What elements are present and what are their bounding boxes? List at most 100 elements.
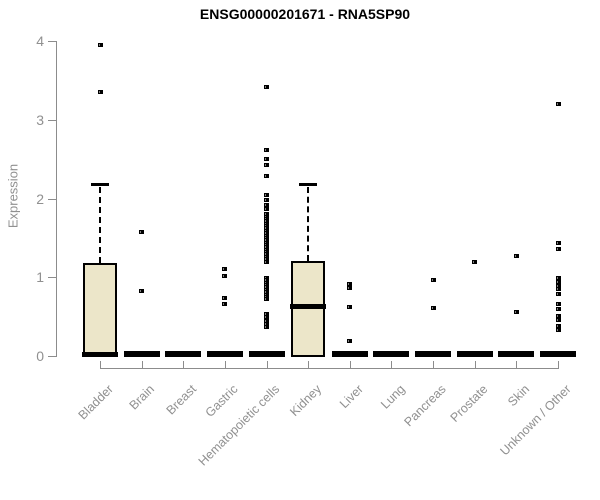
outlier-point [347, 305, 353, 310]
outlier-point [555, 276, 561, 281]
whisker-line [307, 187, 310, 261]
x-axis-tick [141, 361, 143, 369]
outlier-point [264, 174, 270, 179]
outlier-point [555, 324, 561, 329]
x-axis-category-label: Pancreas [401, 382, 449, 430]
zero-value-bar [331, 351, 368, 357]
outlier-point [264, 294, 270, 299]
zero-value-bar [540, 351, 576, 357]
zero-value-bar [373, 351, 410, 357]
outlier-point [222, 267, 228, 272]
whisker-line [99, 187, 101, 264]
outlier-point [264, 226, 270, 231]
zero-value-bar [165, 351, 202, 357]
zero-value-bar [123, 351, 160, 357]
x-axis-category-label: Breast [163, 382, 200, 418]
outlier-point [513, 309, 519, 314]
y-axis-tick [48, 41, 57, 42]
outlier-point [472, 259, 478, 264]
outlier-point [264, 312, 270, 317]
x-axis-tick [558, 361, 559, 369]
x-axis-tick [349, 361, 351, 369]
outlier-point [264, 283, 270, 288]
outlier-point [347, 281, 353, 286]
outlier-point [555, 317, 561, 322]
outlier-point [513, 253, 519, 258]
y-axis-tick-label: 1 [36, 269, 44, 286]
outlier-point [264, 219, 270, 224]
y-axis-tick-label: 3 [36, 111, 44, 128]
outlier-point [555, 291, 561, 296]
outlier-point [264, 214, 270, 219]
whisker-cap [91, 183, 109, 187]
outlier-point [264, 287, 270, 292]
outlier-point [555, 279, 561, 284]
median-line [290, 304, 327, 310]
outlier-point [430, 305, 436, 310]
outlier-point [97, 90, 103, 95]
outlier-point [222, 295, 228, 300]
whisker-cap [299, 183, 318, 187]
chart-title: ENSG00000201671 - RNA5SP90 [199, 6, 411, 22]
x-axis-tick [100, 361, 101, 369]
x-axis-tick [391, 361, 393, 369]
outlier-point [264, 245, 270, 250]
outlier-point [264, 324, 270, 329]
outlier-point [347, 339, 353, 344]
x-axis-category-label: Hematopoietic cells [195, 382, 283, 469]
x-axis-tick [433, 361, 435, 369]
x-axis-category-label: Gastric [202, 382, 241, 420]
x-axis-tick [308, 361, 310, 369]
outlier-point [222, 273, 228, 278]
outlier-point [264, 318, 270, 323]
outlier-point [264, 206, 270, 211]
outlier-point [555, 287, 561, 292]
outlier-point [264, 259, 270, 264]
outlier-point [555, 283, 561, 288]
outlier-point [555, 328, 561, 332]
median-line [82, 352, 118, 357]
outlier-point [264, 280, 270, 285]
outlier-point [264, 252, 270, 257]
outlier-point [264, 157, 270, 162]
outlier-point [264, 202, 270, 207]
outlier-point [264, 250, 270, 255]
outlier-point [222, 302, 228, 307]
outlier-point [555, 306, 561, 311]
x-axis-tick [266, 361, 268, 369]
outlier-point [264, 315, 270, 320]
outlier-point [264, 221, 270, 226]
x-axis-category-label: Prostate [447, 382, 491, 425]
y-axis-tick [48, 356, 57, 357]
x-axis-category-label: Kidney [287, 382, 325, 419]
outlier-point [264, 297, 270, 302]
outlier-point [555, 241, 561, 246]
zero-value-bar [498, 351, 535, 357]
outlier-point [139, 229, 145, 234]
outlier-point [264, 292, 270, 297]
outlier-point [264, 198, 270, 203]
outlier-point [264, 84, 270, 89]
outlier-point [264, 257, 270, 262]
outlier-point [264, 224, 270, 229]
outlier-point [264, 231, 270, 236]
outlier-point [264, 278, 270, 283]
outlier-point [264, 162, 270, 167]
zero-value-bar [206, 351, 243, 357]
x-axis-category-label: Bladder [75, 382, 116, 423]
outlier-point [264, 235, 270, 240]
zero-value-bar [415, 351, 452, 357]
x-axis-category-label: Lung [377, 382, 408, 412]
outlier-point [264, 321, 270, 326]
x-axis-tick [224, 361, 226, 369]
zero-value-bar [248, 351, 285, 357]
outlier-point [264, 276, 270, 281]
y-axis-tick-label: 4 [36, 33, 44, 49]
outlier-point [264, 147, 270, 152]
outlier-point [139, 289, 145, 294]
outlier-point [264, 290, 270, 295]
outlier-point [264, 238, 270, 243]
outlier-point [97, 42, 103, 47]
outlier-point [430, 277, 436, 282]
outlier-point [264, 233, 270, 238]
